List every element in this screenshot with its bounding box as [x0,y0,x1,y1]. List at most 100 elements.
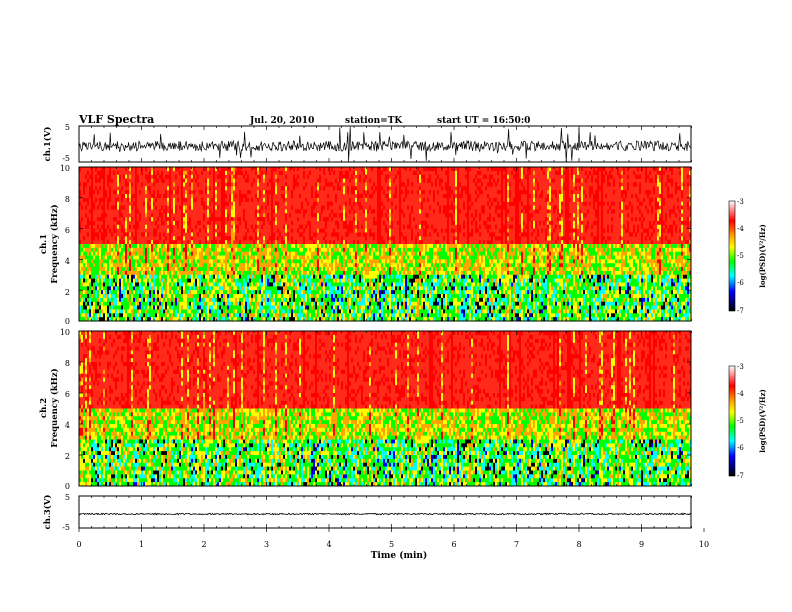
spectrogram-cell [125,236,127,241]
spectrogram-cell [327,317,329,322]
spectrogram-cell [377,309,379,314]
spectrogram-cell [225,290,227,295]
spectrogram-cell [121,267,123,272]
spectrogram-cell [271,167,273,172]
spectrogram-cell [147,259,149,264]
spectrogram-cell [337,274,339,279]
spectrogram-cell [201,170,203,175]
spectrogram-cell [233,224,235,229]
spectrogram-cell [345,232,347,237]
spectrogram-cell [281,236,283,241]
spectrogram-cell [105,309,107,314]
spectrogram-cell [255,209,257,214]
spectrogram-cell [359,247,361,252]
spectrogram-cell [319,213,321,218]
spectrogram-cell [349,317,351,322]
spectrogram-cell [217,301,219,306]
spectrogram-cell [231,217,233,222]
spectrogram-cell [379,278,381,283]
spectrogram-cell [171,305,173,310]
spectrogram-cell [197,274,199,279]
spectrogram-cell [195,305,197,310]
spectrogram-cell [97,305,99,310]
spectrogram-cell [81,313,83,318]
spectrogram-cell [417,278,419,283]
spectrogram-cell [355,278,357,283]
spectrogram-cell [207,286,209,291]
spectrogram-cell [375,220,377,226]
spectrogram-cell [93,244,95,249]
spectrogram-cell [165,251,167,256]
spectrogram-cell [79,286,81,291]
spectrogram-cell [347,290,349,295]
spectrogram-cell [353,240,355,245]
spectrogram-cell [341,294,343,299]
spectrogram-cell [165,190,167,195]
spectrogram-cell [291,270,293,276]
spectrogram-cell [251,274,253,279]
spectrogram-cell [267,247,269,252]
spectrogram-cell [341,317,343,322]
spectrogram-cell [423,228,425,233]
spectrogram-cell [283,309,285,314]
spectrogram-cell [323,278,325,283]
spectrogram-cell [165,193,167,199]
spectrogram-cell [409,267,411,272]
spectrogram-cell [201,297,203,303]
spectrogram-cell [399,224,401,229]
spectrogram-cell [207,267,209,272]
spectrogram-cell [371,301,373,306]
spectrogram-cell [99,270,101,276]
spectrogram-cell [427,297,429,303]
spectrogram-cell [205,167,207,172]
spectrogram-cell [233,244,235,249]
spectrogram-cell [385,244,387,249]
spectrogram-cell [411,270,413,276]
spectrogram-cell [181,178,183,183]
spectrogram-cell [287,274,289,279]
spectrogram-cell [411,247,413,252]
spectrogram-cell [397,259,399,264]
spectrogram-cell [189,270,191,276]
spectrogram-cell [405,186,407,191]
spectrogram-cell [211,282,213,287]
spectrogram-cell [357,232,359,237]
spectrogram-cell [337,251,339,256]
spectrogram-cell [271,255,273,260]
spectrogram-cell [313,274,315,279]
spectrogram-cell [441,263,443,268]
spectrogram-cell [267,255,269,260]
spectrogram-cell [115,263,117,268]
spectrogram-cell [311,282,313,287]
spectrogram-cell [125,313,127,318]
spectrogram-cell [117,178,119,183]
spectrogram-cell [299,278,301,283]
spectrogram-cell [327,263,329,268]
spectrogram-cell [237,297,239,303]
spectrogram-cell [183,224,185,229]
spectrogram-cell [217,313,219,318]
spectrogram-cell [113,263,115,268]
spectrogram-cell [425,305,427,310]
spectrogram-cell [239,259,241,264]
spectrogram-cell [125,309,127,314]
spectrogram-cell [215,247,217,252]
spectrogram-cell [341,305,343,310]
spectrogram-cell [113,270,115,276]
spectrogram-cell [339,270,341,276]
spectrogram-cell [191,286,193,291]
spectrogram-cell [159,213,161,218]
spectrogram-cell [407,224,409,229]
spectrogram-cell [111,251,113,256]
spectrogram-cell [305,301,307,306]
spectrogram-cell [355,274,357,279]
spectrogram-cell [177,167,179,172]
spectrogram-cell [251,297,253,303]
spectrogram-cell [441,259,443,264]
spectrogram-cell [253,305,255,310]
spectrogram-cell [317,251,319,256]
spectrogram-cell [321,209,323,214]
spectrogram-cell [229,294,231,299]
spectrogram-cell [103,251,105,256]
spectrogram-cell [377,267,379,272]
